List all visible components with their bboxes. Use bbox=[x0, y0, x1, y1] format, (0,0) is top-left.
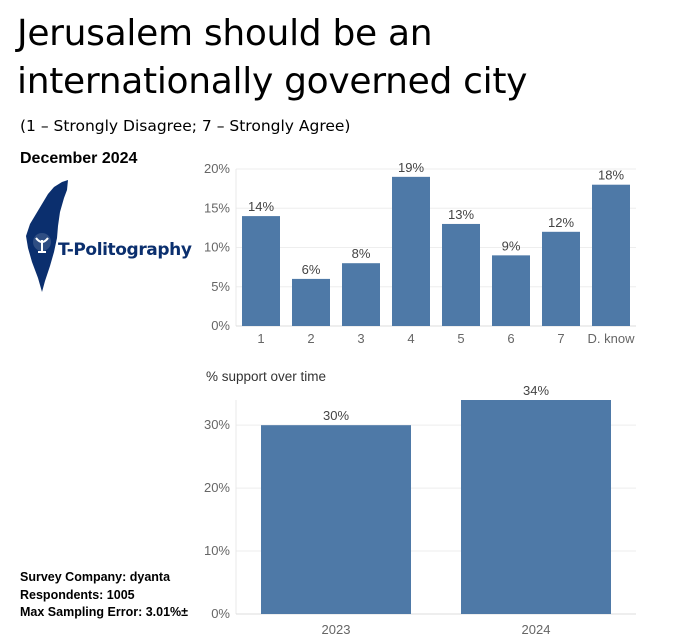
y-tick-label: 30% bbox=[204, 417, 230, 432]
survey-info: Survey Company: dyanta Respondents: 1005… bbox=[20, 569, 188, 622]
page-title: Jerusalem should be an internationally g… bbox=[17, 13, 528, 102]
y-tick-label: 0% bbox=[211, 606, 230, 621]
data-label: 8% bbox=[352, 246, 371, 261]
x-tick-label: 1 bbox=[257, 331, 264, 346]
x-tick-label: 4 bbox=[407, 331, 414, 346]
data-label: 14% bbox=[248, 199, 274, 214]
y-tick-label: 20% bbox=[204, 161, 230, 176]
support-over-time-chart: % support over time 0% 10% 20% 30% 30% 2023 34%… bbox=[204, 369, 636, 637]
distribution-bar-chart: 0% 5% 10% 15% 20% 14% 1 6% 2 8% 3 19% 4 13% 5 9% 6 12% 7 18… bbox=[204, 160, 636, 346]
y-tick-label: 0% bbox=[211, 318, 230, 333]
y-tick-label: 10% bbox=[204, 240, 230, 255]
x-tick-label: 7 bbox=[557, 331, 564, 346]
survey-date: December 2024 bbox=[20, 150, 138, 167]
bar bbox=[492, 255, 530, 326]
sampling-error: Max Sampling Error: 3.01%± bbox=[20, 605, 189, 619]
bar bbox=[442, 223, 480, 326]
bar bbox=[392, 176, 430, 326]
bar bbox=[592, 184, 630, 326]
x-tick-label: 2023 bbox=[322, 622, 351, 637]
bar bbox=[292, 278, 330, 326]
chart-title: % support over time bbox=[206, 369, 326, 384]
survey-company: Survey Company: dyanta bbox=[20, 570, 171, 584]
y-tick-label: 5% bbox=[211, 279, 230, 294]
x-tick-label: 2 bbox=[307, 331, 314, 346]
y-tick-label: 15% bbox=[204, 200, 230, 215]
x-tick-label: D. know bbox=[588, 331, 636, 346]
israel-map-logo-icon bbox=[26, 180, 68, 292]
x-tick-label: 3 bbox=[357, 331, 364, 346]
data-label: 9% bbox=[502, 238, 521, 253]
data-label: 12% bbox=[548, 215, 574, 230]
bar bbox=[242, 216, 280, 326]
data-label: 18% bbox=[598, 168, 624, 183]
bar bbox=[542, 231, 580, 326]
y-tick-label: 10% bbox=[204, 543, 230, 558]
x-tick-label: 5 bbox=[457, 331, 464, 346]
data-label: 13% bbox=[448, 207, 474, 222]
respondents-count: Respondents: 1005 bbox=[20, 587, 135, 602]
data-label: 6% bbox=[302, 262, 321, 277]
x-tick-label: 6 bbox=[507, 331, 514, 346]
bar bbox=[261, 425, 411, 614]
logo bbox=[24, 178, 174, 296]
data-label: 30% bbox=[323, 408, 349, 423]
y-tick-label: 20% bbox=[204, 480, 230, 495]
data-label: 34% bbox=[523, 383, 549, 398]
logo-text: T-Politography bbox=[58, 240, 192, 260]
bar bbox=[342, 263, 380, 326]
bar bbox=[461, 400, 611, 614]
data-label: 19% bbox=[398, 160, 424, 175]
scale-subtitle: (1 – Strongly Disagree; 7 – Strongly Agr… bbox=[20, 117, 351, 135]
x-tick-label: 2024 bbox=[522, 622, 551, 637]
